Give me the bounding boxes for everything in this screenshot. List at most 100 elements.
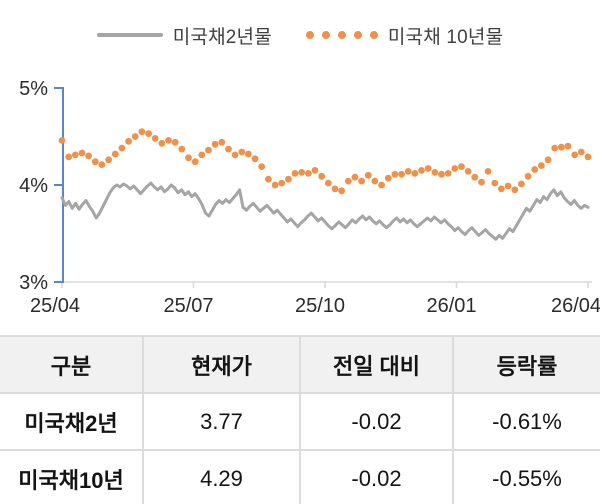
series-dot-10y [78, 149, 86, 157]
legend-label-10y: 미국채 10년물 [387, 26, 504, 48]
x-axis-label: 25/07 [163, 295, 213, 317]
series-dot-10y [524, 172, 532, 180]
x-axis-label: 25/04 [30, 295, 80, 317]
table-row-us10y: 미국채10년 4.29 -0.02 -0.55% [0, 449, 600, 504]
series-dot-10y [305, 170, 312, 177]
series-dot-10y [291, 170, 299, 177]
y-axis-label: 5% [19, 78, 48, 100]
chart-legend: 미국채2년물 미국채 10년물 [0, 0, 600, 70]
series-dot-10y [185, 154, 192, 162]
series-dot-10y [205, 146, 212, 154]
series-dot-10y [558, 143, 565, 151]
series-dot-10y [378, 181, 385, 189]
series-dot-10y [138, 128, 146, 136]
series-dot-10y [311, 167, 319, 174]
series-dot-10y [71, 151, 79, 159]
series-dot-10y [584, 153, 592, 161]
series-dot-10y [251, 155, 259, 163]
series-dot-10y [58, 137, 66, 144]
series-dot-10y [91, 158, 99, 166]
series-dot-10y [411, 170, 419, 177]
series-dot-10y [364, 171, 372, 179]
us10y-label: 미국채10년 [0, 449, 143, 504]
series-dot-10y [484, 168, 492, 175]
series-dot-10y [358, 177, 365, 185]
series-dot-10y [165, 137, 172, 144]
y-axis-label: 3% [19, 272, 48, 294]
series-dot-10y [404, 168, 412, 175]
series-dot-10y [538, 162, 545, 169]
series-dot-10y [271, 181, 279, 189]
us2y-label: 미국채2년 [0, 392, 143, 450]
series-dot-10y [198, 151, 206, 159]
col-header-category: 구분 [0, 336, 143, 393]
series-dot-10y [131, 133, 139, 140]
series-dot-10y [438, 170, 445, 178]
series-dot-10y [218, 138, 226, 146]
series-dot-10y [444, 170, 452, 177]
bond-yield-chart: 25/04 25/07 25/10 26/01 26/04 5% 4% 3% [19, 78, 600, 317]
legend-item-10y: 미국채 10년물 [305, 22, 504, 49]
series-dot-10y [105, 156, 112, 164]
series-dot-10y [518, 180, 525, 188]
series-dot-10y [318, 172, 326, 180]
series-dot-10y [451, 165, 459, 172]
us2y-price: 3.77 [142, 392, 300, 450]
series-dot-10y [145, 130, 153, 137]
series-dot-10y [324, 179, 332, 187]
table-header-row: 구분 현재가 전일 대비 등락률 [0, 336, 600, 393]
series-dot-10y [238, 148, 246, 156]
series-dot-10y [231, 151, 239, 159]
series-dot-10y [531, 166, 539, 173]
col-header-change-percent: 등락률 [452, 336, 600, 393]
series-dot-10y [577, 148, 585, 156]
series-dot-10y [504, 182, 512, 190]
legend-dots-marker-10y [305, 31, 378, 39]
series-dot-10y [424, 165, 432, 172]
series-dot-10y [371, 177, 379, 185]
us2y-change: -0.02 [299, 392, 453, 450]
series-dot-10y [351, 173, 359, 181]
series-dot-10y [118, 144, 126, 152]
series-line-2y [60, 181, 590, 241]
us10y-percent: -0.55% [452, 449, 600, 504]
series-dot-10y [384, 174, 392, 182]
series-dot-10y [65, 153, 73, 161]
legend-item-2y: 미국채2년물 [96, 22, 272, 49]
legend-line-marker-2y [96, 33, 163, 37]
series-dot-10y [431, 169, 439, 176]
series-dot-10y [331, 185, 339, 193]
series-dot-10y [478, 178, 485, 186]
us10y-change: -0.02 [299, 449, 453, 504]
series-dot-10y [464, 168, 472, 175]
series-dot-10y [245, 150, 252, 158]
series-dot-10y [571, 151, 579, 159]
series-dot-10y [225, 145, 232, 153]
series-dot-10y [551, 144, 559, 152]
series-dot-10y [191, 158, 199, 166]
series-dot-10y [285, 175, 292, 183]
series-dot-10y [171, 138, 179, 146]
series-dot-10y [151, 135, 159, 142]
us10y-price: 4.29 [142, 449, 300, 504]
col-header-current-price: 현재가 [142, 336, 300, 393]
series-dot-10y [564, 142, 572, 150]
series-dot-10y [418, 167, 425, 174]
series-dot-10y [278, 179, 286, 187]
series-dot-10y [511, 186, 519, 194]
series-dot-10y [211, 140, 219, 148]
us2y-percent: -0.61% [452, 392, 600, 450]
series-dot-10y [298, 169, 306, 176]
series-dot-10y [98, 161, 106, 168]
series-dot-10y [491, 179, 499, 187]
series-dot-10y [471, 173, 479, 181]
bond-summary-table: 구분 현재가 전일 대비 등락률 미국채2년 3.77 -0.02 -0.61%… [0, 335, 600, 504]
series-dot-10y [344, 177, 352, 185]
series-dot-10y [85, 152, 92, 160]
series-dot-10y [125, 137, 132, 145]
x-axis-label: 26/04 [551, 295, 600, 317]
series-dot-10y [265, 175, 272, 183]
series-dot-10y [391, 170, 399, 178]
x-axis-label: 26/01 [426, 295, 476, 317]
legend-label-2y: 미국채2년물 [172, 26, 272, 48]
